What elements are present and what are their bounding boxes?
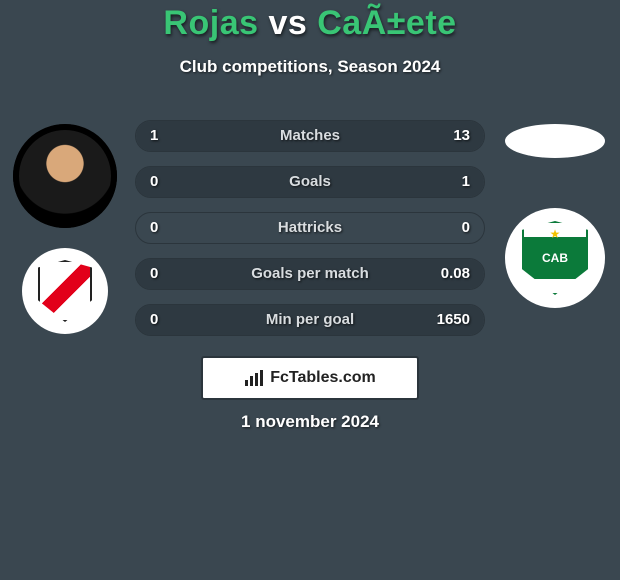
- stat-bars: 1Matches130Goals10Hattricks00Goals per m…: [135, 120, 485, 350]
- club-left-badge: [22, 248, 108, 334]
- subtitle: Club competitions, Season 2024: [0, 57, 620, 77]
- player-right-name: CaÃ±ete: [317, 4, 456, 42]
- bar-right-value: 1: [462, 167, 470, 197]
- brand-badge: FcTables.com: [201, 356, 419, 400]
- chart-icon: [244, 369, 264, 387]
- footer-date: 1 november 2024: [0, 412, 620, 432]
- left-column: [5, 124, 125, 334]
- bar-label: Goals per match: [136, 259, 484, 289]
- club-left-shield-icon: [38, 260, 92, 322]
- bar-label: Min per goal: [136, 305, 484, 335]
- stats-area: 1Matches130Goals10Hattricks00Goals per m…: [0, 110, 620, 580]
- brand-text: FcTables.com: [270, 369, 376, 387]
- stat-bar-row: 1Matches13: [135, 120, 485, 152]
- bar-right-value: 13: [453, 121, 470, 151]
- player-left-avatar: [13, 124, 117, 228]
- bar-right-value: 1650: [437, 305, 470, 335]
- bar-label: Goals: [136, 167, 484, 197]
- stat-bar-row: 0Goals1: [135, 166, 485, 198]
- bar-right-value: 0.08: [441, 259, 470, 289]
- bar-right-value: 0: [462, 213, 470, 243]
- stat-bar-row: 0Goals per match0.08: [135, 258, 485, 290]
- right-column: [495, 124, 615, 308]
- stat-bar-row: 0Min per goal1650: [135, 304, 485, 336]
- bar-label: Hattricks: [136, 213, 484, 243]
- player-left-name: Rojas: [163, 4, 258, 42]
- club-right-shield-icon: [522, 221, 588, 295]
- player-right-avatar: [505, 124, 605, 158]
- page-title: Rojas vs CaÃ±ete: [0, 0, 620, 43]
- bar-label: Matches: [136, 121, 484, 151]
- vs-text: vs: [268, 4, 307, 42]
- club-right-badge: [505, 208, 605, 308]
- stat-bar-row: 0Hattricks0: [135, 212, 485, 244]
